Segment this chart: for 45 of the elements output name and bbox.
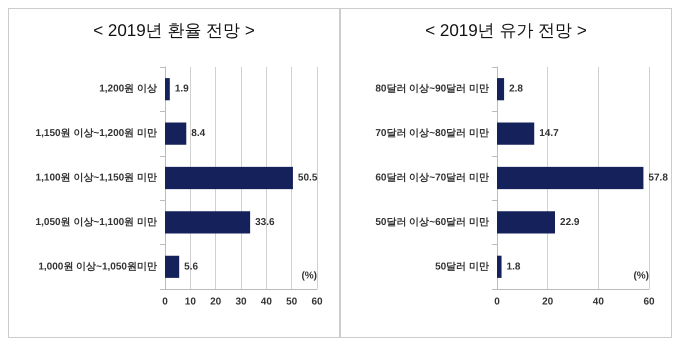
data-label: 1.8 <box>506 261 521 272</box>
data-label: 8.4 <box>191 128 206 140</box>
y-tick-label: 60달러 이상~70달러 미만 <box>375 172 489 184</box>
data-label: 50.5 <box>298 172 318 184</box>
data-label: 57.8 <box>648 172 668 184</box>
bar <box>165 166 293 190</box>
bar <box>497 166 644 190</box>
x-tick-label: 40 <box>592 296 604 308</box>
data-label: 22.9 <box>560 216 580 228</box>
y-tick-label: 80달러 이상~90달러 미만 <box>375 84 489 95</box>
x-tick-label: 20 <box>542 296 554 308</box>
x-tick-label: 50 <box>286 296 298 308</box>
bar <box>165 211 250 234</box>
y-tick-label: 1,200원 이상 <box>99 84 157 95</box>
bar <box>497 122 534 145</box>
y-tick-label: 1,000원 이상~1,050원미만 <box>38 261 157 272</box>
data-label: 14.7 <box>539 128 560 140</box>
y-tick-label: 70달러 이상~80달러 미만 <box>375 128 489 140</box>
y-tick-label: 1,050원 이상~1,100원 미만 <box>36 216 157 228</box>
y-tick-label: 1,150원 이상~1,200원 미만 <box>36 128 157 140</box>
bar <box>497 256 502 278</box>
bar <box>165 122 186 145</box>
bar <box>497 211 556 234</box>
data-label: 33.6 <box>255 216 276 228</box>
bar <box>165 78 170 100</box>
x-tick-label: 10 <box>184 296 196 308</box>
x-tick-label: 40 <box>260 296 272 308</box>
bar <box>497 78 504 100</box>
data-label: 5.6 <box>184 261 199 272</box>
x-tick-label: 20 <box>210 296 222 308</box>
y-tick-label: 1,100원 이상~1,150원 미만 <box>36 172 157 184</box>
x-tick-label: 0 <box>494 296 500 308</box>
x-axis-title: (%) <box>301 270 318 282</box>
x-tick-label: 30 <box>235 296 247 308</box>
data-label: 1.9 <box>174 84 190 95</box>
chart-title: < 2019년 환율 전망 > <box>93 21 255 40</box>
x-tick-label: 60 <box>311 296 323 308</box>
data-label: 2.8 <box>509 84 524 95</box>
y-tick-label: 50달러 미만 <box>435 261 489 272</box>
chart-title: < 2019년 유가 전망 > <box>425 21 587 40</box>
x-tick-label: 60 <box>643 296 655 308</box>
x-tick-label: 0 <box>162 296 168 308</box>
x-axis-title: (%) <box>633 270 650 282</box>
bar <box>165 256 180 278</box>
y-tick-label: 50달러 이상~60달러 미만 <box>375 216 489 228</box>
